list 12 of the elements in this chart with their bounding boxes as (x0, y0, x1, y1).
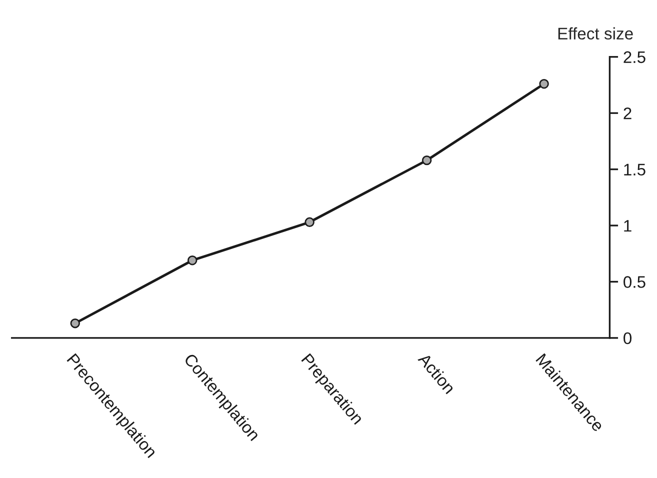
y-tick-label: 2.5 (624, 51, 646, 64)
point (304, 217, 314, 228)
point (70, 318, 80, 328)
point (422, 155, 432, 166)
y-tick-label: 0.5 (624, 276, 646, 288)
y-tick-label: 2 (624, 107, 632, 120)
y-tick-label: 1 (624, 220, 632, 232)
y-axis-title: Effect size (558, 27, 633, 40)
y-tick-label: 1.5 (624, 164, 646, 176)
y-tick-label: 0 (624, 332, 632, 344)
point (188, 256, 198, 266)
point (539, 79, 549, 89)
